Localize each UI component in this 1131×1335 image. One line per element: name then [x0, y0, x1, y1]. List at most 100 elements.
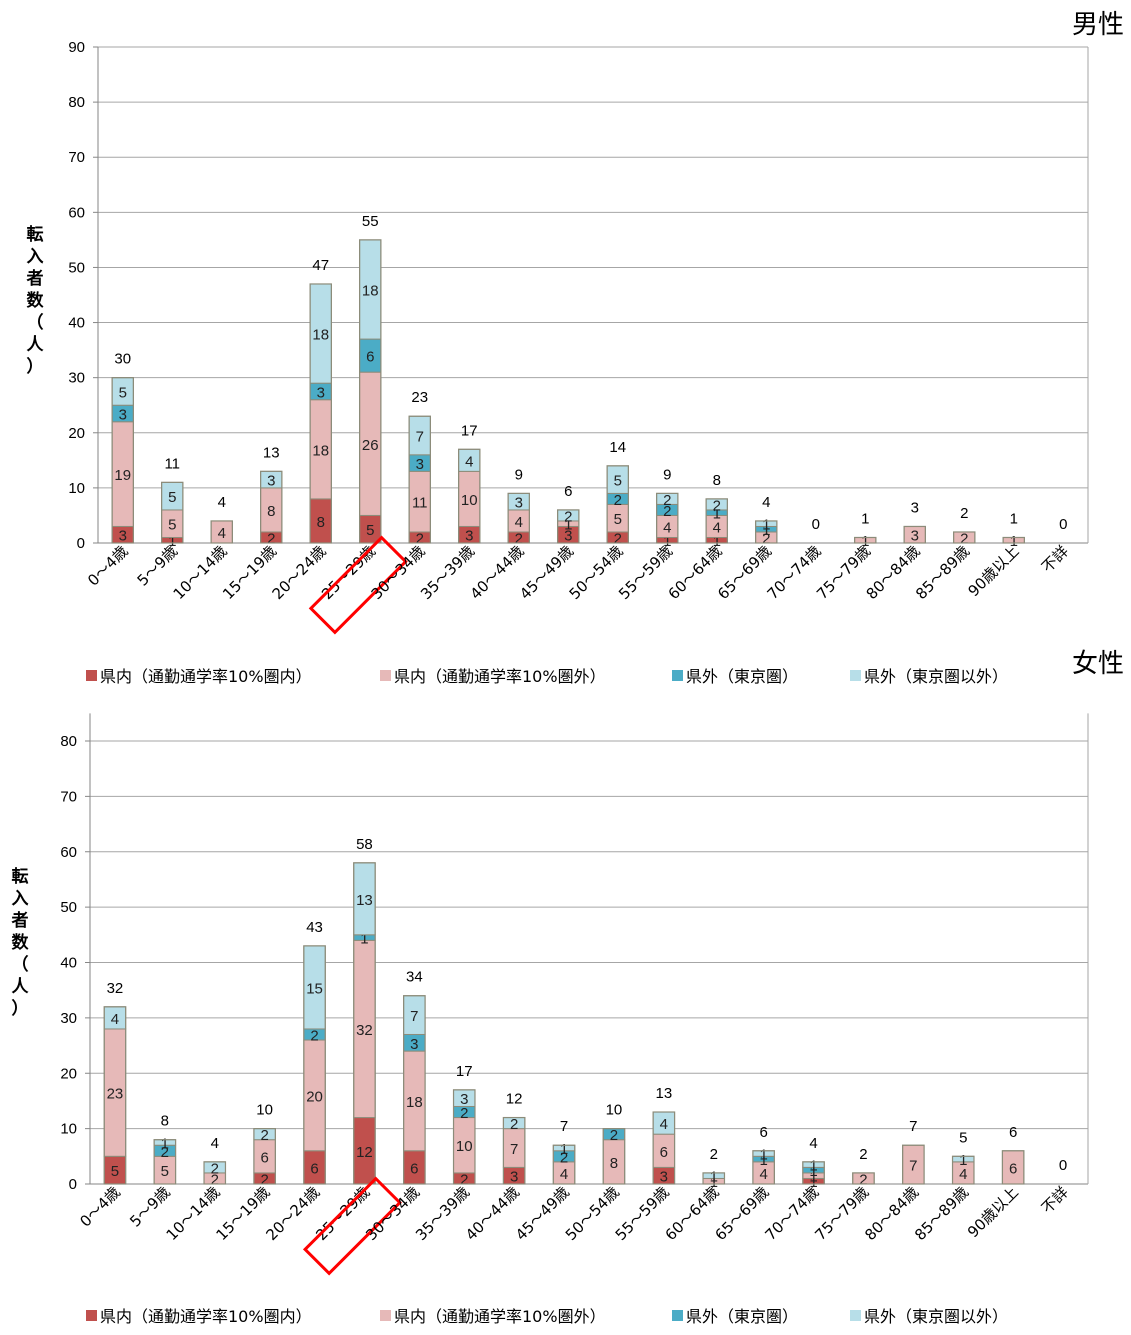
segment-value-label: 3 [410, 1036, 418, 1053]
segment-value-label: 4 [515, 514, 523, 531]
segment-value-label: 2 [416, 530, 424, 547]
x-tick-label: 80〜84歳 [861, 1183, 922, 1244]
bar-outline [111, 377, 134, 544]
segment-value-label: 5 [614, 473, 622, 490]
segment-value-label: 2 [663, 503, 671, 520]
bar-outline [253, 1128, 276, 1185]
chart-title: 男性 [1072, 10, 1124, 40]
total-value-label: 0 [1059, 1157, 1067, 1174]
legend-swatch [86, 1310, 97, 1321]
segment-value-label: 2 [713, 497, 721, 514]
segment-value-label: 5 [111, 1163, 119, 1180]
bar-outline [1002, 536, 1025, 544]
bar-outline [403, 995, 426, 1185]
segment-value-label: 15 [306, 980, 323, 997]
y-tick-label: 40 [68, 315, 85, 332]
segment-value-label: 23 [107, 1086, 124, 1103]
total-value-label: 13 [263, 444, 280, 461]
segment-value-label: 2 [762, 530, 770, 547]
bar-outline [802, 1161, 825, 1185]
total-value-label: 6 [1009, 1124, 1017, 1141]
bar-outline [203, 1161, 227, 1185]
segment-value-label: 5 [614, 511, 622, 528]
x-tick-label: 70〜74歳 [761, 1183, 822, 1244]
legend-swatch [672, 670, 683, 681]
total-value-label: 2 [859, 1146, 867, 1163]
segment-value-label: 20 [306, 1088, 323, 1105]
segment-value-label: 4 [465, 453, 473, 470]
segment-value-label: 2 [310, 1027, 318, 1044]
segment-value-label: 26 [362, 437, 379, 454]
legend-swatch [672, 1310, 683, 1321]
segment-value-label: 2 [510, 1116, 518, 1133]
segment-value-label: 5 [168, 489, 176, 506]
y-tick-label: 20 [68, 425, 85, 442]
legend-label: 県内（通勤通学率10%圏外） [394, 1307, 606, 1326]
segment-value-label: 1 [759, 1147, 767, 1164]
segment-value-label: 2 [560, 1149, 568, 1166]
bar-outline [1001, 1150, 1025, 1185]
bar-outline [452, 1089, 476, 1185]
y-axis-label: 転入者数（人） [11, 866, 30, 1019]
legend-label: 県外（東京圏） [686, 667, 798, 686]
segment-value-label: 4 [660, 1116, 668, 1133]
segment-value-label: 2 [161, 1144, 169, 1161]
segment-value-label: 2 [460, 1105, 468, 1122]
segment-value-label: 3 [119, 528, 127, 545]
total-value-label: 14 [609, 439, 626, 456]
segment-value-label: 3 [416, 456, 424, 473]
segment-value-label: 3 [660, 1169, 668, 1186]
bar-outline [755, 520, 778, 544]
y-tick-label: 0 [77, 535, 85, 552]
segment-value-label: 2 [211, 1171, 219, 1188]
highlight-box [308, 535, 408, 635]
segment-value-label: 3 [460, 1091, 468, 1108]
highlight-rect [308, 535, 408, 635]
segment-value-label: 2 [260, 1171, 268, 1188]
total-value-label: 0 [812, 516, 820, 533]
chart-2: 女性01020304050607080転入者数（人）5234320〜4歳5218… [11, 649, 1125, 1326]
legend-label: 県外（東京圏） [686, 1307, 798, 1326]
legend-label: 県外（東京圏以外） [864, 1307, 1008, 1326]
segment-value-label: 3 [510, 1169, 518, 1186]
x-tick-label: 40〜44歳 [462, 1183, 523, 1244]
x-tick-label: 20〜24歳 [262, 1183, 323, 1244]
y-tick-label: 0 [69, 1176, 77, 1193]
segment-value-label: 7 [909, 1158, 917, 1175]
bar-outline [951, 1155, 975, 1185]
bar-outline [507, 492, 530, 544]
segment-value-label: 19 [114, 467, 131, 484]
segment-value-label: 8 [267, 503, 275, 520]
segment-value-label: 2 [211, 1160, 219, 1177]
total-value-label: 4 [809, 1135, 817, 1152]
total-value-label: 11 [164, 455, 180, 472]
bar-outline [902, 1144, 925, 1185]
segment-value-label: 1 [809, 1174, 817, 1191]
total-value-label: 2 [960, 505, 968, 522]
total-value-label: 23 [411, 389, 428, 406]
y-tick-label: 20 [60, 1065, 77, 1082]
y-axis-label-char: 者 [11, 910, 29, 931]
segment-value-label: 1 [809, 1169, 817, 1186]
total-value-label: 0 [1059, 516, 1067, 533]
segment-value-label: 1 [564, 517, 572, 534]
bar-outline [103, 1006, 127, 1185]
x-tick-label: 不詳 [1038, 1183, 1072, 1217]
total-value-label: 8 [161, 1113, 169, 1130]
y-axis-label-char: ） [27, 356, 44, 377]
bar-outline [260, 470, 283, 544]
segment-value-label: 4 [713, 519, 721, 536]
x-tick-label: 30〜34歳 [362, 1183, 423, 1244]
total-value-label: 3 [911, 499, 919, 516]
y-tick-label: 90 [68, 39, 85, 56]
segment-value-label: 11 [412, 495, 428, 512]
y-axis-label-char: 人 [12, 977, 30, 997]
segment-value-label: 1 [560, 1141, 568, 1158]
segment-value-label: 1 [809, 1163, 817, 1180]
legend-swatch [380, 670, 391, 681]
total-value-label: 17 [461, 422, 478, 439]
segment-value-label: 6 [410, 1160, 418, 1177]
y-axis-label-char: ） [12, 998, 29, 1019]
x-tick-label: 5〜9歳 [126, 1183, 173, 1230]
segment-value-label: 6 [1009, 1160, 1017, 1177]
